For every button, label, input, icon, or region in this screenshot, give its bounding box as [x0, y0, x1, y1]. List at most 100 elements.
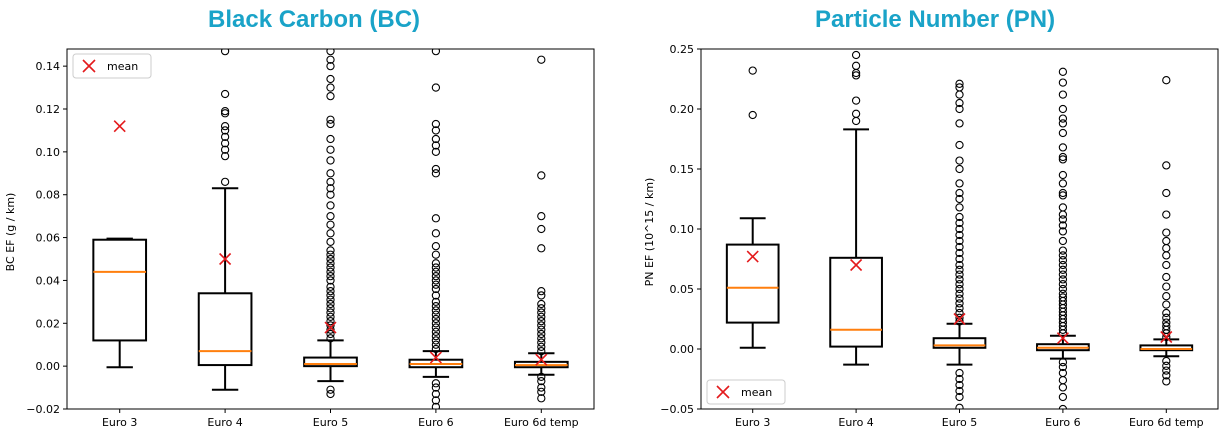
outlier-point — [431, 327, 441, 337]
outlier-point — [326, 267, 335, 277]
outlier-point — [431, 323, 441, 332]
outlier-point — [1162, 251, 1171, 260]
outlier-point — [1058, 215, 1068, 224]
outlier-point — [955, 224, 964, 234]
outlier-point — [1162, 236, 1171, 246]
outlier-point — [955, 280, 964, 289]
outlier-point — [431, 291, 441, 300]
x-tick-label: Euro 3 — [735, 416, 770, 429]
outlier-point — [1058, 236, 1068, 246]
outlier-point — [1058, 203, 1068, 212]
outlier-point — [220, 132, 230, 142]
outlier-point — [955, 218, 964, 228]
outlier-point — [1162, 313, 1171, 322]
outlier-point — [220, 126, 230, 135]
outlier-point — [431, 340, 441, 349]
outlier-point — [1162, 260, 1171, 270]
outlier-point — [955, 254, 964, 264]
outlier-point — [955, 194, 964, 204]
outlier-point — [326, 49, 335, 56]
outlier-point — [955, 386, 964, 396]
outlier-point — [955, 299, 964, 308]
outlier-point — [1058, 104, 1068, 114]
outlier-point — [431, 379, 441, 388]
chart-panel-0: −0.02 0.00 0.02 0.04 0.06 0.08 0.10 0.12 0.14 BC … — [4, 48, 595, 429]
outlier-point — [326, 329, 335, 339]
outlier-point — [1058, 404, 1068, 409]
outlier-point — [431, 229, 441, 238]
outlier-point — [1058, 358, 1068, 367]
outlier-point — [955, 275, 964, 284]
outlier-point — [326, 134, 335, 144]
box-iqr — [932, 337, 987, 349]
outlier-point — [955, 164, 964, 174]
outlier-point — [537, 387, 546, 397]
outlier-point — [1058, 265, 1068, 274]
box-iqr — [92, 238, 148, 342]
box-euro-6 — [408, 49, 464, 409]
outlier-point — [1058, 392, 1068, 402]
outlier-point — [431, 214, 441, 223]
outlier-point — [851, 96, 861, 105]
chart-panel-1: −0.05 0.00 0.05 0.10 0.15 0.20 0.25 PN EF (10^1… — [643, 43, 1219, 429]
outlier-point — [431, 383, 441, 392]
outlier-point — [326, 119, 335, 129]
outlier-point — [955, 212, 964, 222]
outlier-point — [537, 171, 546, 180]
x-tick-label: Euro 5 — [313, 416, 348, 429]
outlier-point — [955, 140, 964, 150]
outlier-point — [537, 372, 546, 382]
mean-marker — [746, 250, 759, 263]
box-euro-4 — [829, 50, 883, 366]
box-iqr — [1139, 344, 1194, 352]
outlier-point — [326, 74, 335, 84]
outlier-point — [326, 295, 335, 304]
outlier-point — [431, 263, 441, 272]
outlier-point — [537, 286, 546, 296]
outlier-point — [955, 188, 964, 198]
outlier-point — [537, 211, 546, 221]
outlier-point — [431, 402, 441, 409]
outlier-point — [431, 259, 441, 268]
outlier-point — [1058, 289, 1068, 298]
plot-area — [725, 50, 1194, 409]
outlier-point — [326, 316, 335, 326]
outlier-point — [1162, 371, 1171, 380]
outlier-point — [326, 201, 335, 210]
box-euro-5 — [303, 49, 358, 399]
chart-title-pn: Particle Number (PN) — [815, 6, 1056, 33]
outlier-point — [955, 179, 964, 188]
outlier-point — [431, 319, 441, 328]
outlier-point — [326, 156, 335, 165]
outlier-point — [1058, 246, 1068, 255]
legend: mean — [706, 379, 786, 405]
outlier-point — [955, 304, 964, 313]
outlier-point — [537, 316, 546, 326]
y-tick-label: 0.12 — [36, 103, 61, 116]
outlier-point — [220, 145, 230, 154]
outlier-point — [955, 260, 964, 270]
outlier-point — [955, 294, 964, 303]
outlier-point — [431, 126, 441, 135]
outlier-point — [326, 190, 335, 199]
outlier-point — [1058, 143, 1068, 152]
outlier-point — [326, 55, 335, 64]
outlier-point — [1058, 67, 1068, 76]
x-tick-label: Euro 6 — [418, 416, 453, 429]
box-iqr — [197, 292, 253, 367]
mean-marker — [535, 353, 548, 366]
mean-marker — [429, 351, 442, 364]
outlier-point — [431, 169, 441, 178]
box-euro-3 — [725, 66, 780, 349]
outlier-point — [1162, 188, 1171, 198]
outlier-point — [431, 241, 441, 251]
outlier-point — [326, 299, 335, 309]
outlier-point — [537, 325, 546, 334]
outlier-point — [537, 244, 546, 253]
outlier-point — [326, 220, 335, 229]
outlier-point — [326, 263, 335, 272]
outlier-point — [1058, 152, 1068, 162]
outlier-point — [431, 271, 441, 281]
outlier-point — [851, 61, 861, 70]
outlier-point — [1162, 361, 1171, 370]
